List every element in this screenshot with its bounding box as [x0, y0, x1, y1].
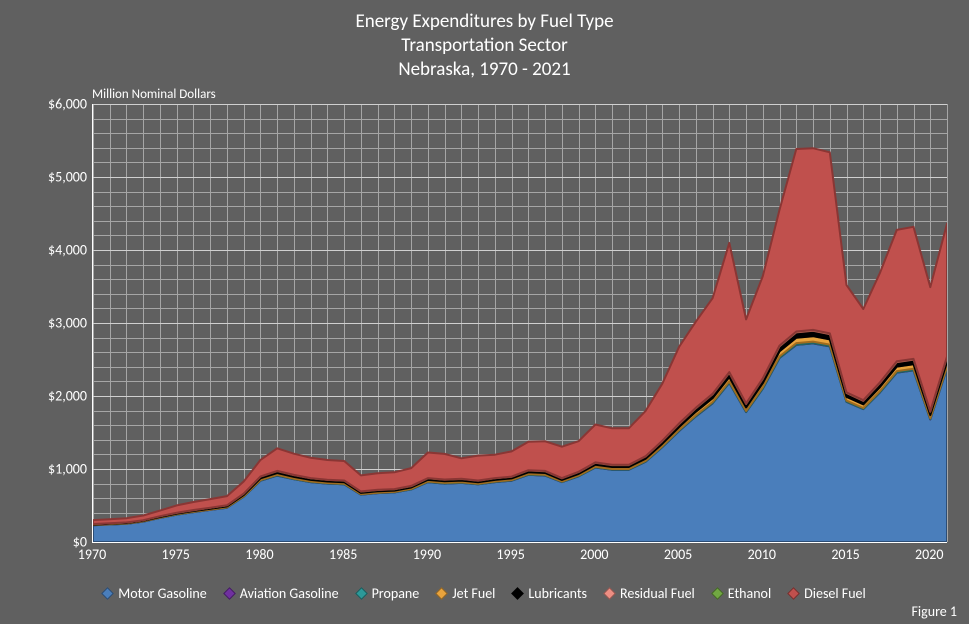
x-tick-label: 2000 — [580, 546, 608, 563]
legend-marker-icon — [711, 587, 724, 600]
chart-title-line1: Energy Expenditures by Fuel Type — [0, 10, 969, 34]
legend-label: Jet Fuel — [452, 585, 495, 602]
legend-label: Ethanol — [728, 585, 771, 602]
x-tick-label: 1995 — [496, 546, 524, 563]
y-tick-label: $1,000 — [7, 461, 87, 478]
x-tick-label: 2005 — [664, 546, 692, 563]
x-tick-label: 1975 — [162, 546, 190, 563]
x-tick-label: 2020 — [915, 546, 943, 563]
y-axis-title: Million Nominal Dollars — [92, 87, 216, 102]
legend-item: Aviation Gasoline — [225, 585, 339, 602]
legend-marker-icon — [512, 587, 525, 600]
y-tick-label: $3,000 — [7, 315, 87, 332]
y-tick-label: $2,000 — [7, 388, 87, 405]
y-tick-label: $6,000 — [7, 96, 87, 113]
x-tick-label: 2015 — [831, 546, 859, 563]
chart-title-line2: Transportation Sector — [0, 34, 969, 58]
legend-marker-icon — [435, 587, 448, 600]
x-tick-label: 1985 — [329, 546, 357, 563]
legend-item: Lubricants — [513, 585, 587, 602]
x-tick-label: 1970 — [78, 546, 106, 563]
legend-label: Propane — [372, 585, 420, 602]
legend-marker-icon — [101, 587, 114, 600]
y-tick-label: $5,000 — [7, 169, 87, 186]
legend-item: Jet Fuel — [437, 585, 495, 602]
legend-item: Diesel Fuel — [789, 585, 866, 602]
legend-marker-icon — [223, 587, 236, 600]
chart-container: Energy Expenditures by Fuel Type Transpo… — [0, 0, 969, 624]
legend-item: Residual Fuel — [605, 585, 695, 602]
legend-item: Motor Gasoline — [103, 585, 206, 602]
figure-label: Figure 1 — [911, 603, 957, 620]
legend-marker-icon — [603, 587, 616, 600]
legend-label: Aviation Gasoline — [240, 585, 339, 602]
chart-title-line3: Nebraska, 1970 - 2021 — [0, 58, 969, 82]
x-tick-label: 2010 — [748, 546, 776, 563]
series-area — [93, 343, 947, 542]
chart-legend: Motor Gasoline Aviation Gasoline Propane Je… — [0, 585, 969, 602]
legend-item: Propane — [357, 585, 420, 602]
y-tick-label: $0 — [7, 534, 87, 551]
y-tick-label: $4,000 — [7, 242, 87, 259]
legend-label: Motor Gasoline — [118, 585, 206, 602]
legend-label: Lubricants — [528, 585, 587, 602]
legend-marker-icon — [355, 587, 368, 600]
legend-label: Residual Fuel — [620, 585, 695, 602]
legend-item: Ethanol — [713, 585, 771, 602]
x-tick-label: 1990 — [413, 546, 441, 563]
legend-marker-icon — [787, 587, 800, 600]
x-tick-label: 1980 — [245, 546, 273, 563]
legend-label: Diesel Fuel — [804, 585, 866, 602]
plot-area — [92, 104, 947, 543]
